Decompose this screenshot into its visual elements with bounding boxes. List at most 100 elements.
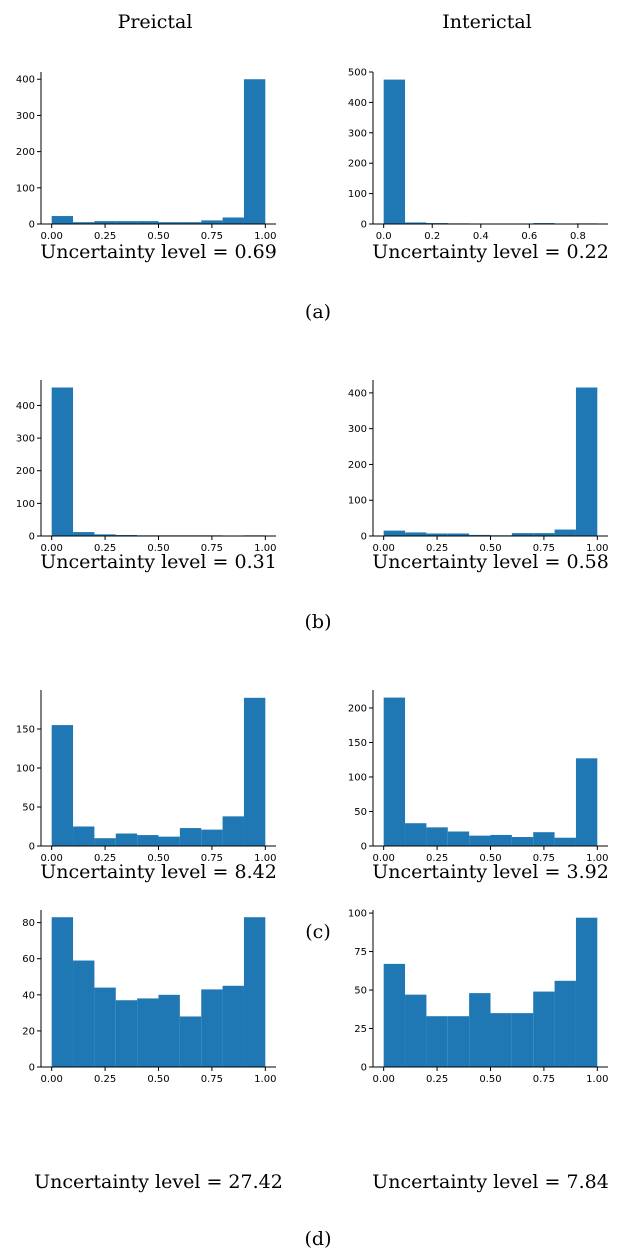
y-tick-label: 100 — [16, 499, 35, 510]
x-tick-label: 0.75 — [201, 543, 223, 554]
x-tick-label: 1.00 — [254, 1074, 276, 1085]
x-axis-label: Uncertainty level = 0.58 — [372, 551, 609, 573]
bar — [447, 533, 470, 536]
x-axis-label: Uncertainty level = 27.42 — [34, 1171, 283, 1193]
x-axis-label: Uncertainty level = 7.84 — [372, 1171, 609, 1193]
bar — [383, 697, 406, 846]
y-tick-label: 50 — [354, 986, 367, 997]
x-tick-label: 0.50 — [147, 231, 169, 242]
bar — [115, 1000, 138, 1067]
bar — [51, 725, 74, 846]
bar — [469, 534, 491, 536]
bar — [554, 980, 576, 1067]
bar — [554, 529, 576, 536]
bar — [158, 222, 180, 224]
y-tick-label: 75 — [354, 947, 367, 958]
y-tick-label: 200 — [348, 460, 367, 471]
bar — [137, 221, 159, 224]
y-tick-label: 0 — [29, 1063, 35, 1074]
bar — [73, 532, 95, 536]
panel-label: (d) — [305, 1228, 332, 1250]
y-tick-label: 80 — [22, 918, 35, 929]
panel-label: (a) — [305, 301, 331, 323]
bar — [447, 1016, 470, 1067]
bar — [383, 530, 406, 536]
bar — [426, 1016, 448, 1067]
x-axis-label: Uncertainty level = 0.31 — [40, 551, 277, 573]
bar — [533, 991, 555, 1067]
bar — [426, 827, 448, 846]
x-axis-label: Uncertainty level = 0.69 — [40, 241, 277, 263]
y-tick-label: 200 — [348, 703, 367, 714]
y-tick-label: 50 — [22, 803, 35, 814]
x-axis-label: Uncertainty level = 8.42 — [40, 861, 277, 883]
x-tick-label: 0.50 — [147, 543, 169, 554]
x-tick-label: 1.00 — [586, 853, 608, 864]
y-tick-label: 0 — [361, 1063, 367, 1074]
x-tick-label: 0.25 — [426, 543, 448, 554]
bar — [179, 828, 202, 846]
x-tick-label: 0.00 — [373, 543, 395, 554]
y-tick-label: 60 — [22, 954, 35, 965]
bar — [469, 993, 491, 1067]
bar — [243, 79, 266, 224]
bar — [115, 833, 138, 846]
x-tick-label: 0.6 — [521, 231, 537, 242]
x-tick-label: 0.25 — [426, 1074, 448, 1085]
y-tick-label: 100 — [348, 496, 367, 507]
y-tick-label: 40 — [22, 990, 35, 1001]
bar — [511, 1013, 534, 1067]
y-tick-label: 0 — [361, 220, 367, 231]
x-axis-label: Uncertainty level = 0.22 — [372, 241, 609, 263]
bar — [179, 222, 202, 224]
bar — [73, 826, 95, 846]
bar — [490, 1013, 512, 1067]
bar — [51, 387, 74, 536]
bar — [511, 533, 534, 536]
bar — [94, 838, 116, 846]
bar — [222, 985, 244, 1067]
y-tick-label: 400 — [16, 401, 35, 412]
bar — [158, 836, 180, 846]
bar — [94, 987, 116, 1067]
bar — [115, 221, 138, 224]
bar — [383, 963, 406, 1067]
bar — [405, 994, 427, 1067]
y-tick-label: 100 — [16, 764, 35, 775]
bar — [201, 220, 223, 224]
bar — [533, 832, 555, 846]
x-tick-label: 0.00 — [41, 543, 63, 554]
bar — [426, 533, 448, 536]
panel-label: (c) — [305, 921, 330, 943]
x-tick-label: 0.25 — [94, 231, 116, 242]
x-tick-label: 0.25 — [426, 853, 448, 864]
y-tick-label: 20 — [22, 1026, 35, 1037]
x-tick-label: 0.75 — [533, 853, 555, 864]
bar — [201, 989, 223, 1067]
x-tick-label: 0.25 — [94, 543, 116, 554]
x-tick-label: 0.00 — [41, 853, 63, 864]
y-tick-label: 200 — [348, 159, 367, 170]
x-tick-label: 0.75 — [201, 1074, 223, 1085]
x-tick-label: 1.00 — [586, 543, 608, 554]
y-tick-label: 400 — [348, 98, 367, 109]
x-tick-label: 0.4 — [473, 231, 489, 242]
x-tick-label: 0.00 — [41, 231, 63, 242]
y-tick-label: 0 — [29, 532, 35, 543]
bar — [51, 917, 74, 1067]
y-tick-label: 200 — [16, 147, 35, 158]
y-tick-label: 0 — [361, 532, 367, 543]
x-axis-label: Uncertainty level = 3.92 — [372, 861, 609, 883]
bar — [73, 960, 95, 1067]
x-tick-label: 0.75 — [533, 543, 555, 554]
bar — [405, 222, 427, 224]
x-tick-label: 1.00 — [254, 231, 276, 242]
x-tick-label: 0.50 — [479, 543, 501, 554]
x-tick-label: 0.75 — [201, 231, 223, 242]
x-tick-label: 0.8 — [570, 231, 586, 242]
bar — [575, 387, 598, 536]
column-title: Preictal — [118, 11, 193, 33]
bar — [533, 533, 555, 536]
y-tick-label: 500 — [348, 68, 367, 79]
